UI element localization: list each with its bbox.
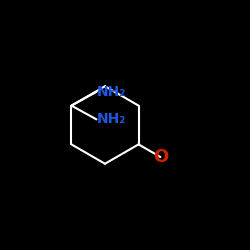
Text: NH₂: NH₂ (96, 112, 126, 126)
Text: O: O (153, 148, 168, 166)
Text: NH₂: NH₂ (96, 85, 126, 99)
